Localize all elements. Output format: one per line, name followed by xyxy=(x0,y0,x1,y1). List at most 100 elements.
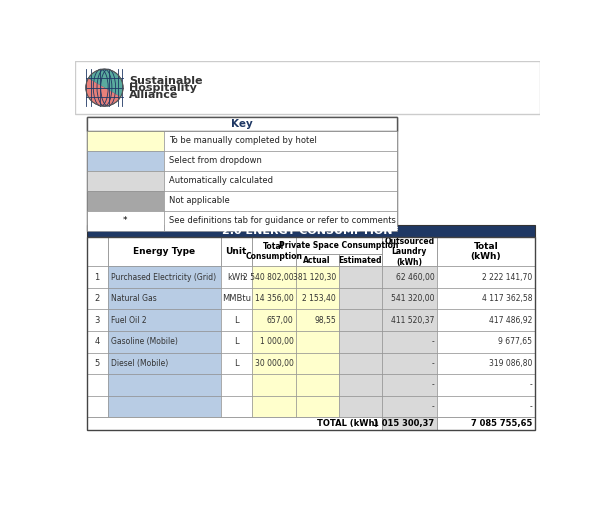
Bar xyxy=(221,374,252,396)
Bar xyxy=(252,396,296,417)
Text: 14 356,00: 14 356,00 xyxy=(255,294,293,303)
Bar xyxy=(164,171,397,191)
Text: Sustainable: Sustainable xyxy=(129,76,203,86)
Bar xyxy=(86,237,535,430)
Bar xyxy=(296,237,382,254)
Bar xyxy=(437,374,535,396)
Bar xyxy=(437,288,535,309)
Text: L: L xyxy=(234,359,239,368)
Text: Automatically calculated: Automatically calculated xyxy=(169,176,273,185)
Text: 411 520,37: 411 520,37 xyxy=(391,316,434,325)
Bar xyxy=(338,352,382,374)
Text: -: - xyxy=(530,402,532,411)
Wedge shape xyxy=(88,69,123,97)
Bar xyxy=(107,374,221,396)
Bar xyxy=(252,352,296,374)
Bar xyxy=(221,266,252,288)
Text: 381 120,30: 381 120,30 xyxy=(293,272,336,282)
Text: 1 015 300,37: 1 015 300,37 xyxy=(373,419,434,428)
Text: MMBtu: MMBtu xyxy=(222,294,251,303)
Bar xyxy=(86,374,107,396)
Bar xyxy=(296,254,338,266)
Text: 2 222 141,70: 2 222 141,70 xyxy=(482,272,532,282)
Bar xyxy=(164,131,397,151)
Bar xyxy=(86,331,107,352)
Bar xyxy=(86,131,164,151)
Bar xyxy=(107,331,221,352)
Text: 4 117 362,58: 4 117 362,58 xyxy=(482,294,532,303)
Bar xyxy=(107,309,221,331)
Bar xyxy=(107,288,221,309)
Bar xyxy=(382,309,437,331)
Text: -: - xyxy=(432,402,434,411)
Text: Outsourced
Laundry
(kWh): Outsourced Laundry (kWh) xyxy=(385,237,434,267)
Bar xyxy=(338,331,382,352)
Text: 9 677,65: 9 677,65 xyxy=(498,337,532,346)
Text: Private Space Consumption: Private Space Consumption xyxy=(279,241,398,250)
Bar xyxy=(86,237,107,266)
Bar xyxy=(437,266,535,288)
Bar xyxy=(296,331,338,352)
Bar xyxy=(338,254,382,266)
Bar xyxy=(338,396,382,417)
Bar xyxy=(382,352,437,374)
Bar xyxy=(437,331,535,352)
Text: 2: 2 xyxy=(94,294,100,303)
Bar xyxy=(107,266,221,288)
Text: See definitions tab for guidance or refer to comments: See definitions tab for guidance or refe… xyxy=(169,217,395,225)
Text: 2 153,40: 2 153,40 xyxy=(302,294,336,303)
Bar xyxy=(382,374,437,396)
Text: 62 460,00: 62 460,00 xyxy=(396,272,434,282)
Bar xyxy=(86,211,164,231)
Bar xyxy=(338,266,382,288)
Text: Hospitality: Hospitality xyxy=(129,82,197,93)
Bar xyxy=(75,61,540,114)
Text: -: - xyxy=(432,337,434,346)
Bar xyxy=(86,151,164,171)
Bar xyxy=(86,396,107,417)
Text: 2.0 ENERGY CONSUMPTION*: 2.0 ENERGY CONSUMPTION* xyxy=(223,226,399,236)
Bar xyxy=(382,331,437,352)
Text: To be manually completed by hotel: To be manually completed by hotel xyxy=(169,136,317,145)
Bar xyxy=(221,396,252,417)
Text: -: - xyxy=(432,380,434,389)
Bar xyxy=(164,191,397,211)
Bar xyxy=(437,309,535,331)
Text: kWh: kWh xyxy=(227,272,245,282)
Bar xyxy=(86,171,164,191)
Text: 319 086,80: 319 086,80 xyxy=(489,359,532,368)
Bar xyxy=(86,266,107,288)
Bar xyxy=(338,309,382,331)
Bar xyxy=(252,237,296,266)
Bar xyxy=(107,237,221,266)
Bar xyxy=(296,309,338,331)
Bar xyxy=(338,288,382,309)
Bar xyxy=(296,396,338,417)
Text: L: L xyxy=(234,316,239,325)
Text: Diesel (Mobile): Diesel (Mobile) xyxy=(110,359,168,368)
Wedge shape xyxy=(86,78,121,106)
Bar xyxy=(382,237,437,266)
Bar xyxy=(221,309,252,331)
Text: 3: 3 xyxy=(94,316,100,325)
Text: Actual: Actual xyxy=(304,255,331,265)
Bar xyxy=(296,352,338,374)
Bar xyxy=(107,352,221,374)
Bar xyxy=(86,309,107,331)
Text: 4: 4 xyxy=(94,337,100,346)
Text: 417 486,92: 417 486,92 xyxy=(489,316,532,325)
Bar xyxy=(86,191,164,211)
Text: 7 085 755,65: 7 085 755,65 xyxy=(471,419,532,428)
Bar xyxy=(382,266,437,288)
Text: 657,00: 657,00 xyxy=(267,316,293,325)
Bar xyxy=(164,211,397,231)
Text: Gasoline (Mobile): Gasoline (Mobile) xyxy=(110,337,178,346)
Bar xyxy=(437,396,535,417)
Bar xyxy=(382,396,437,417)
Bar xyxy=(86,417,382,430)
Text: Fuel Oil 2: Fuel Oil 2 xyxy=(110,316,146,325)
Bar xyxy=(437,417,535,430)
Bar xyxy=(252,331,296,352)
Bar xyxy=(107,396,221,417)
Bar xyxy=(296,266,338,288)
